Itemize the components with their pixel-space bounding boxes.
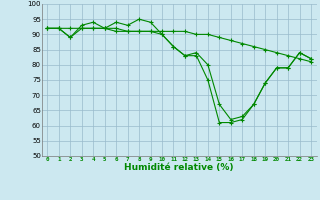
X-axis label: Humidité relative (%): Humidité relative (%) (124, 163, 234, 172)
